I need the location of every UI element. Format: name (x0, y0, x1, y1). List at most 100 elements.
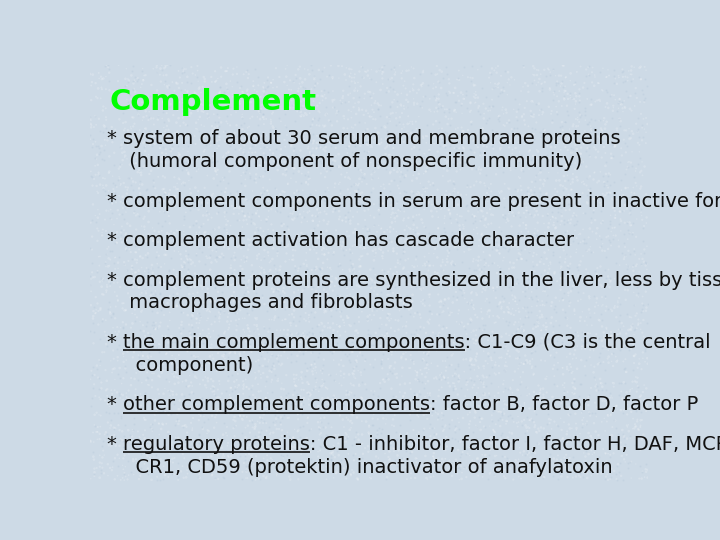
Point (468, 305, 480, 313)
Point (192, 288, 203, 297)
Point (333, 360, 345, 369)
Point (139, 267, 150, 275)
Point (84, 112, 96, 121)
Point (435, 264, 446, 273)
Point (395, 380, 406, 389)
Point (202, 460, 213, 469)
Point (531, 260, 543, 269)
Point (132, 232, 144, 240)
Point (361, 125, 373, 133)
Point (228, 152, 240, 161)
Point (531, 340, 543, 349)
Point (467, 428, 479, 436)
Point (595, 243, 606, 252)
Point (271, 246, 283, 255)
Point (211, 76, 222, 85)
Point (496, 410, 508, 419)
Point (89, 421, 100, 429)
Point (307, 150, 319, 159)
Point (557, 182, 569, 191)
Point (554, 281, 566, 289)
Point (207, 466, 218, 475)
Point (513, 361, 525, 369)
Point (304, 338, 315, 347)
Point (297, 96, 309, 104)
Point (356, 377, 368, 386)
Point (270, 125, 282, 134)
Point (196, 198, 207, 207)
Point (423, 147, 434, 156)
Point (583, 292, 595, 301)
Point (148, 369, 160, 378)
Point (348, 86, 360, 95)
Point (354, 189, 366, 198)
Point (503, 134, 515, 143)
Point (292, 274, 303, 283)
Point (337, 401, 348, 409)
Point (442, 252, 454, 260)
Point (251, 178, 262, 187)
Point (564, 125, 575, 133)
Point (424, 389, 436, 397)
Point (91, 435, 103, 444)
Point (460, 397, 472, 406)
Point (429, 268, 441, 276)
Point (225, 460, 237, 469)
Point (464, 345, 475, 353)
Point (185, 283, 197, 292)
Point (638, 281, 649, 289)
Point (524, 342, 536, 350)
Point (254, 413, 266, 421)
Point (361, 314, 373, 323)
Point (223, 244, 235, 253)
Point (315, 318, 327, 327)
Point (153, 173, 164, 181)
Point (387, 247, 399, 255)
Point (383, 113, 395, 122)
Point (218, 350, 230, 359)
Point (548, 305, 559, 313)
Point (456, 234, 467, 242)
Point (452, 436, 464, 445)
Point (483, 401, 495, 410)
Point (621, 434, 633, 443)
Point (557, 334, 568, 342)
Point (351, 427, 362, 436)
Point (474, 443, 486, 451)
Point (126, 66, 138, 75)
Point (218, 242, 230, 251)
Point (343, 313, 354, 322)
Point (466, 443, 477, 451)
Point (596, 404, 608, 413)
Point (522, 274, 534, 283)
Point (561, 271, 572, 279)
Point (169, 104, 181, 112)
Point (217, 252, 228, 261)
Point (374, 159, 386, 167)
Point (86, 181, 98, 190)
Point (96, 290, 108, 299)
Point (161, 60, 173, 69)
Point (516, 254, 527, 263)
Point (423, 156, 435, 165)
Point (535, 132, 546, 141)
Point (175, 402, 186, 411)
Point (533, 66, 544, 75)
Point (246, 210, 258, 218)
Point (333, 215, 345, 224)
Point (118, 299, 130, 308)
Point (348, 228, 359, 237)
Point (584, 353, 595, 362)
Point (384, 469, 395, 477)
Point (490, 243, 501, 252)
Point (204, 469, 216, 477)
Point (537, 301, 549, 309)
Point (416, 370, 428, 379)
Point (626, 230, 638, 238)
Point (273, 239, 284, 248)
Point (130, 211, 142, 220)
Point (568, 209, 580, 218)
Point (572, 238, 584, 247)
Point (300, 302, 311, 310)
Point (148, 237, 159, 245)
